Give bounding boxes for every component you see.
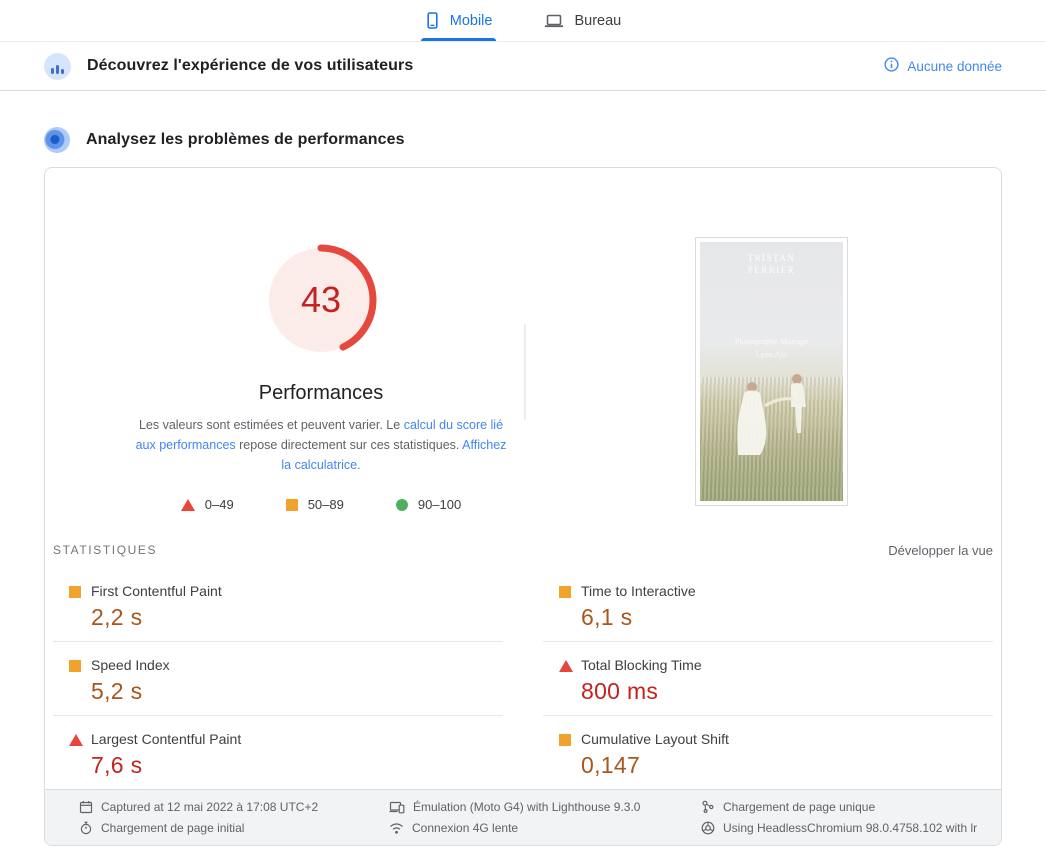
fail-triangle-icon (69, 734, 83, 746)
field-data-section: Découvrez l'expérience de vos utilisateu… (0, 42, 1046, 91)
chromium-icon (701, 821, 715, 835)
metrics-grid: First Contentful Paint 2,2 s Speed Index… (53, 568, 993, 790)
performance-score-gauge: 43 (257, 236, 385, 364)
description-text: repose directement sur ces statistiques. (235, 438, 463, 452)
legend-item-average: 50–89 (285, 497, 344, 512)
score-area: 43 Performances Les valeurs sont estimée… (45, 168, 1001, 534)
footer-text: Captured at 12 mai 2022 à 17:08 UTC+2 (101, 799, 319, 814)
statistics-title: STATISTIQUES (53, 543, 158, 557)
average-square-icon (69, 586, 81, 598)
emulation-info: Émulation (Moto G4) with Lighthouse 9.3.… (389, 800, 701, 814)
metric-total-blocking-time: Total Blocking Time 800 ms (543, 642, 993, 716)
run-environment-footer: Captured at 12 mai 2022 à 17:08 UTC+2 Ém… (45, 789, 1001, 845)
speedometer-icon (44, 127, 70, 153)
statistics-header: STATISTIQUES Développer la vue (53, 534, 993, 566)
average-square-icon (559, 734, 571, 746)
metric-largest-contentful-paint: Largest Contentful Paint 7,6 s (53, 716, 503, 790)
page-graph-icon (701, 800, 715, 814)
score-legend: 0–49 50–89 90–100 (90, 497, 552, 512)
metric-first-contentful-paint: First Contentful Paint 2,2 s (53, 568, 503, 642)
expand-view-button[interactable]: Développer la vue (888, 542, 993, 558)
metric-value: 0,147 (581, 752, 641, 778)
metric-label: Time to Interactive (581, 583, 696, 599)
performance-report-card: 43 Performances Les valeurs sont estimée… (44, 167, 1002, 846)
footer-text: Chargement de page unique (723, 799, 876, 814)
thumbnail-brand-text: TRISTAN PERRIER (747, 253, 796, 275)
capture-time-info: Captured at 12 mai 2022 à 17:08 UTC+2 (79, 800, 389, 814)
users-experience-icon (44, 52, 71, 80)
thumbnail-heading-text: Photographe Mariage Lyon Ain · · · · · · (734, 336, 809, 371)
metric-value: 5,2 s (91, 678, 143, 704)
metric-time-to-interactive: Time to Interactive 6,1 s (543, 568, 993, 642)
couple-photo-figures (737, 374, 806, 456)
smartphone-icon (425, 12, 440, 29)
no-data-label: Aucune donnée (907, 58, 1002, 74)
field-section-title: Découvrez l'expérience de vos utilisateu… (87, 57, 414, 74)
metric-value: 2,2 s (91, 604, 143, 630)
legend-range: 0–49 (204, 497, 234, 512)
no-data-link[interactable]: Aucune donnée (884, 57, 1002, 75)
metric-label: Largest Contentful Paint (91, 731, 242, 747)
initial-load-info: Chargement de page initial (79, 821, 389, 835)
description-text: Les valeurs sont estimées et peuvent var… (138, 418, 404, 432)
score-gauge-arc (265, 244, 377, 356)
calendar-icon (79, 800, 93, 814)
performance-score-value: 43 (300, 279, 342, 320)
lab-section-title: Analysez les problèmes de performances (86, 131, 405, 148)
calculator-link[interactable]: Affichez la calculatrice. (281, 438, 507, 472)
tab-desktop-label: Bureau (574, 13, 622, 29)
stopwatch-icon (79, 821, 93, 835)
metric-label: Speed Index (91, 657, 170, 673)
metric-speed-index: Speed Index 5,2 s (53, 642, 503, 716)
device-tabbar: Mobile Bureau (0, 0, 1046, 42)
footer-text: Using HeadlessChromium 98.0.4758.102 wit… (723, 821, 978, 836)
metric-label: First Contentful Paint (91, 583, 222, 599)
score-calc-link[interactable]: calcul du score lié aux performances (135, 418, 504, 452)
tab-mobile-label: Mobile (449, 12, 493, 29)
vertical-divider (524, 324, 526, 420)
legend-item-pass: 90–100 (395, 497, 462, 512)
legend-range: 90–100 (417, 497, 462, 512)
legend-item-fail: 0–49 (180, 497, 234, 512)
metric-cumulative-layout-shift: Cumulative Layout Shift 0,147 (543, 716, 993, 790)
page-screenshot-thumbnail: TRISTAN PERRIER Photographe Mariage Lyon… (695, 237, 848, 506)
page-load-type-info: Chargement de page unique (701, 800, 991, 814)
laptop-icon (544, 13, 564, 29)
browser-info: Using HeadlessChromium 98.0.4758.102 wit… (701, 821, 991, 835)
network-throttle-info: Connexion 4G lente (389, 821, 701, 835)
tab-desktop[interactable]: Bureau (540, 3, 625, 41)
metric-label: Cumulative Layout Shift (581, 731, 729, 747)
metric-value: 6,1 s (581, 604, 633, 630)
info-icon (884, 57, 900, 75)
average-square-icon (559, 586, 571, 598)
footer-text: Chargement de page initial (101, 821, 245, 836)
footer-text: Émulation (Moto G4) with Lighthouse 9.3.… (413, 799, 641, 814)
emulation-icon (389, 800, 405, 814)
network-icon (389, 822, 404, 835)
footer-text: Connexion 4G lente (412, 821, 519, 836)
metric-value: 7,6 s (91, 752, 143, 778)
tab-mobile[interactable]: Mobile (420, 2, 497, 41)
fail-triangle-icon (559, 660, 573, 672)
legend-range: 50–89 (307, 497, 344, 512)
average-square-icon (69, 660, 81, 672)
average-square-icon (285, 498, 298, 511)
performance-gauge-label: Performances (258, 382, 384, 404)
fail-triangle-icon (180, 498, 195, 511)
pass-circle-icon (395, 498, 408, 511)
score-description: Les valeurs sont estimées et peuvent var… (130, 415, 512, 475)
metric-value: 800 ms (581, 678, 659, 704)
lab-section-header: Analysez les problèmes de performances (0, 127, 1046, 153)
metric-label: Total Blocking Time (581, 657, 702, 673)
